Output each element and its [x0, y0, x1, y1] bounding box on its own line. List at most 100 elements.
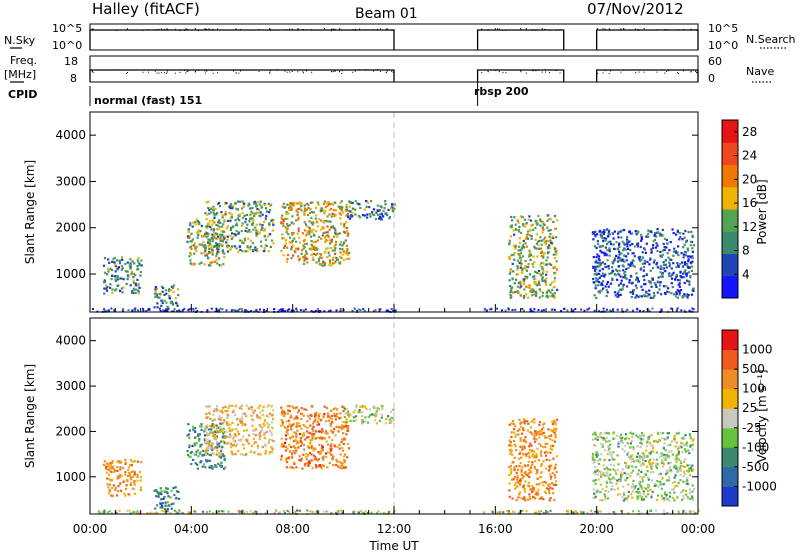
radar-echo	[253, 214, 256, 218]
ground-echo	[363, 511, 365, 514]
radar-echo	[107, 486, 110, 489]
time-xlabel: Time UT	[368, 539, 419, 553]
ground-echo	[339, 309, 342, 312]
ground-echo	[537, 309, 540, 311]
radar-echo	[348, 251, 351, 254]
radar-echo	[668, 495, 672, 498]
radar-echo	[187, 433, 191, 436]
radar-echo	[592, 433, 595, 436]
radar-echo	[388, 418, 391, 421]
radar-echo	[139, 486, 142, 489]
ground-echo	[122, 308, 125, 311]
radar-echo	[540, 481, 543, 484]
radar-echo	[677, 458, 680, 461]
radar-echo	[596, 265, 599, 268]
radar-echo	[346, 425, 350, 428]
radar-echo	[551, 288, 554, 292]
nave-dot	[380, 71, 382, 73]
radar-echo	[211, 261, 214, 264]
radar-echo	[349, 414, 352, 417]
radar-echo	[343, 466, 346, 469]
radar-echo	[340, 428, 343, 431]
nave-dot	[608, 72, 610, 74]
radar-echo	[241, 413, 244, 416]
radar-echo	[309, 441, 312, 444]
radar-echo	[245, 429, 248, 432]
radar-echo	[209, 264, 212, 267]
radar-echo	[656, 249, 659, 253]
radar-echo	[623, 450, 626, 453]
radar-echo	[673, 464, 676, 467]
radar-echo	[305, 430, 309, 433]
radar-echo	[158, 292, 161, 295]
radar-echo	[186, 453, 190, 457]
radar-echo	[511, 497, 514, 500]
radar-echo	[125, 282, 128, 286]
ground-echo	[688, 510, 691, 513]
radar-echo	[281, 237, 284, 240]
radar-echo	[117, 485, 120, 488]
radar-echo	[552, 457, 555, 460]
radar-echo	[594, 437, 597, 440]
radar-echo	[650, 434, 653, 437]
ground-echo	[287, 308, 290, 311]
radar-echo	[600, 231, 603, 235]
radar-echo	[524, 275, 527, 278]
time-tick-label: 20:00	[579, 522, 614, 536]
radar-echo	[656, 291, 659, 294]
ground-echo	[616, 308, 619, 311]
nsearch-dot	[365, 29, 367, 31]
radar-echo	[597, 290, 600, 293]
radar-echo	[328, 263, 331, 266]
radar-echo	[286, 227, 289, 230]
radar-echo	[603, 262, 607, 266]
radar-echo	[327, 415, 330, 418]
radar-echo	[683, 281, 686, 285]
radar-echo	[682, 436, 685, 439]
radar-echo	[325, 420, 328, 423]
radar-echo	[656, 462, 659, 465]
nsearch-dot	[161, 28, 163, 30]
radar-echo	[295, 209, 298, 212]
radar-echo	[553, 440, 557, 443]
radar-echo	[167, 495, 170, 498]
radar-echo	[294, 446, 297, 449]
radar-echo	[619, 479, 622, 482]
radar-echo	[536, 477, 539, 480]
radar-echo	[646, 476, 649, 479]
radar-echo	[214, 464, 217, 467]
radar-echo	[673, 247, 676, 250]
radar-echo	[347, 215, 350, 218]
radar-echo	[270, 219, 273, 222]
ground-echo	[125, 509, 128, 512]
radar-echo	[303, 229, 306, 232]
radar-echo	[209, 240, 212, 243]
radar-echo	[306, 461, 309, 464]
ground-echo	[580, 510, 582, 513]
ground-echo	[103, 308, 106, 311]
ground-echo	[366, 512, 369, 515]
ground-echo	[506, 510, 509, 512]
radar-echo	[548, 492, 551, 495]
radar-echo	[644, 487, 648, 490]
radar-echo	[684, 489, 688, 493]
ground-echo	[540, 510, 543, 513]
radar-echo	[205, 232, 208, 235]
radar-echo	[347, 415, 351, 418]
radar-echo	[208, 208, 211, 212]
radar-echo	[280, 419, 283, 422]
radar-echo	[128, 494, 131, 497]
radar-echo	[688, 488, 691, 491]
nave-dot	[269, 72, 271, 74]
radar-echo	[687, 266, 690, 269]
radar-echo	[376, 407, 379, 410]
radar-echo	[131, 290, 134, 293]
nave-dot	[158, 72, 160, 74]
radar-echo	[661, 234, 664, 237]
ground-echo	[134, 310, 137, 313]
radar-echo	[229, 436, 232, 439]
radar-echo	[338, 460, 341, 463]
radar-echo	[518, 457, 521, 460]
radar-echo	[614, 469, 617, 472]
radar-echo	[534, 440, 537, 443]
